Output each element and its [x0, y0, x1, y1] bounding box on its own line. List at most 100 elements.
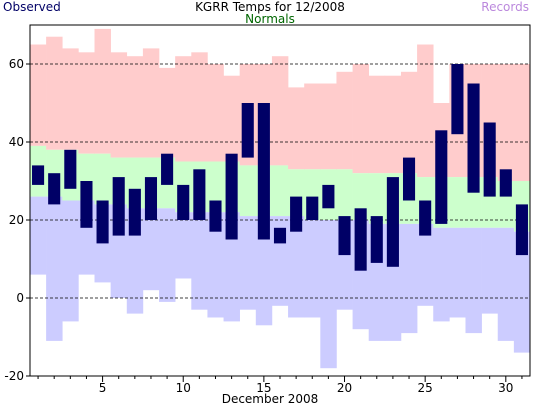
observed-bar	[322, 184, 335, 209]
observed-bar	[435, 130, 448, 224]
record-high-band	[30, 44, 47, 146]
x-tick-label: 30	[498, 381, 513, 395]
y-tick-label: 0	[16, 291, 24, 305]
record-low-band	[497, 227, 515, 341]
x-axis-label: December 2008	[222, 392, 319, 406]
record-low-band	[400, 223, 418, 334]
record-low-band	[30, 196, 47, 275]
record-low-band	[142, 208, 160, 291]
record-high-band	[142, 48, 160, 158]
chart-title: KGRR Temps for 12/2008	[195, 0, 345, 14]
y-tick-label: 60	[9, 57, 24, 71]
observed-bar	[273, 227, 287, 244]
y-tick-label: 20	[9, 213, 24, 227]
record-high-band	[368, 75, 386, 174]
observed-bar	[515, 204, 528, 256]
record-high-band	[336, 71, 353, 170]
observed-bar	[386, 177, 399, 267]
observed-bar	[64, 149, 77, 189]
normal-band	[94, 153, 111, 205]
record-high-band	[513, 64, 531, 181]
record-low-band	[207, 212, 224, 318]
observed-bar	[290, 196, 303, 232]
record-low-band	[304, 220, 321, 318]
y-tick-label: 40	[9, 135, 24, 149]
normal-band	[449, 177, 466, 228]
observed-bar	[177, 184, 190, 220]
record-high-band	[304, 83, 321, 170]
record-high-band	[223, 75, 240, 162]
record-high-band	[384, 75, 402, 174]
record-high-band	[159, 67, 176, 158]
record-high-band	[62, 48, 79, 150]
x-tick-label: 15	[256, 381, 271, 395]
observed-bar	[241, 103, 254, 158]
observed-bar	[96, 200, 109, 244]
record-low-band	[465, 227, 482, 334]
normal-band	[207, 161, 224, 213]
record-low-band	[175, 212, 192, 279]
record-high-band	[126, 56, 144, 158]
observed-bar	[225, 153, 238, 240]
record-high-band	[78, 52, 95, 154]
observed-bar	[80, 181, 93, 228]
record-high-band	[417, 44, 434, 178]
record-low-band	[159, 208, 176, 302]
observed-bar	[257, 103, 270, 240]
record-low-band	[62, 200, 79, 322]
record-low-band	[449, 227, 466, 318]
observed-bar	[419, 200, 432, 236]
record-low-band	[481, 227, 499, 314]
record-high-band	[352, 64, 370, 174]
record-low-band	[288, 216, 305, 318]
record-low-band	[46, 196, 63, 341]
x-tick-label: 20	[337, 381, 352, 395]
observed-bar	[112, 177, 125, 236]
record-high-band	[497, 64, 515, 181]
record-high-band	[207, 64, 224, 162]
normal-band	[368, 173, 386, 224]
y-tick-label: -20	[4, 369, 24, 383]
record-low-band	[417, 223, 434, 306]
normal-band	[271, 165, 289, 217]
record-low-band	[239, 216, 257, 310]
observed-bar	[48, 173, 61, 205]
record-low-band	[255, 216, 273, 326]
x-tick-label: 5	[99, 381, 107, 395]
record-low-band	[513, 231, 531, 353]
observed-bar	[370, 216, 383, 263]
x-tick-label: 10	[176, 381, 191, 395]
records-legend-label: Records	[481, 0, 529, 14]
observed-bar	[161, 153, 174, 185]
record-high-band	[191, 52, 208, 162]
observed-bar	[499, 169, 512, 197]
record-high-band	[94, 28, 111, 154]
observed-legend-label: Observed	[3, 0, 61, 14]
normals-legend-label: Normals	[245, 12, 295, 26]
observed-bar	[128, 188, 141, 236]
observed-bar	[451, 64, 464, 135]
normal-band	[239, 165, 257, 217]
observed-bar	[32, 165, 45, 185]
record-high-band	[110, 52, 128, 158]
observed-bar	[402, 157, 416, 201]
observed-bar	[144, 177, 158, 220]
record-high-band	[271, 56, 289, 166]
observed-bar	[354, 208, 367, 271]
observed-bar	[193, 169, 206, 220]
record-low-band	[433, 227, 450, 322]
observed-bar	[306, 196, 319, 220]
normal-band	[336, 169, 353, 220]
record-high-band	[320, 83, 337, 170]
x-tick-label: 25	[418, 381, 433, 395]
record-low-band	[191, 212, 208, 310]
observed-bar	[483, 122, 496, 197]
observed-bar	[338, 216, 351, 256]
record-high-band	[288, 87, 305, 170]
record-low-band	[320, 220, 337, 369]
record-high-band	[46, 36, 63, 150]
observed-bar	[467, 83, 480, 193]
observed-bar	[209, 200, 222, 232]
record-high-band	[175, 56, 192, 162]
